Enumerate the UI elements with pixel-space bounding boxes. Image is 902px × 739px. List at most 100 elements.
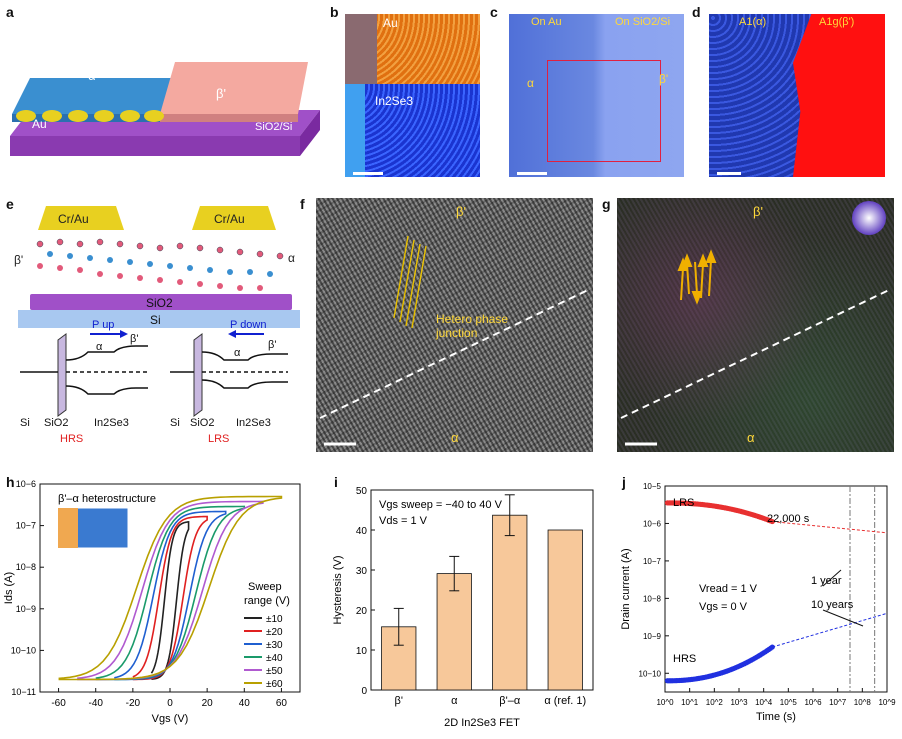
- panel-h-xtick-label: 40: [239, 698, 251, 709]
- panel-e-layer-in2se3-1: In2Se3: [94, 417, 129, 429]
- panel-a-schematic: α β' Au SiO2/Si: [10, 62, 320, 156]
- panel-i-xtick-label: β': [395, 695, 403, 707]
- panel-i-vds-note: Vds = 1 V: [379, 515, 428, 527]
- panel-h-legend-title: Sweep: [248, 581, 282, 593]
- panel-e-p-down: P down: [230, 319, 267, 331]
- panel-f-beta: β': [456, 204, 466, 219]
- panel-h-legend-label: ±40: [266, 653, 283, 664]
- panel-label-g: g: [602, 196, 611, 212]
- panel-j-xtick-label: 10^4: [755, 698, 773, 707]
- panel-a-substrate: SiO2/Si: [255, 121, 292, 133]
- panel-i-bar: [492, 514, 528, 691]
- panel-j-hrs-label: HRS: [673, 653, 696, 665]
- panel-j-ytick-label: 10−8: [643, 594, 662, 603]
- panel-label-f: f: [300, 196, 305, 212]
- panel-i-sweep-note: Vgs sweep = −40 to 40 V: [379, 499, 503, 511]
- panel-f-alpha: α: [451, 430, 459, 445]
- panel-j-vread: Vread = 1 V: [699, 583, 758, 595]
- panel-h-ytick-label: 10−8: [16, 562, 36, 572]
- panel-h-xtick-label: 60: [276, 698, 288, 709]
- panel-j-xtick-label: 10^6: [804, 698, 822, 707]
- panel-h-ytick-label: 10−11: [11, 687, 36, 697]
- panel-i-xtick-label: α: [451, 695, 458, 707]
- panel-e-lrs-alpha: α: [234, 347, 241, 359]
- panel-e-layer-si-2: Si: [170, 417, 180, 429]
- panel-j-xtick-label: 10^8: [854, 698, 872, 707]
- panel-j-extrapolation-lrs: [772, 521, 888, 534]
- panel-i-xtick-label: β'–α: [499, 695, 521, 707]
- panel-label-a: a: [6, 4, 14, 20]
- panel-e-layer-sio2-2: SiO2: [190, 417, 214, 429]
- panel-j-frame: [664, 485, 888, 693]
- panel-h-xtick-label: -40: [88, 698, 103, 709]
- panel-f-stem-image: β' Hetero phase junction α: [316, 198, 593, 452]
- panel-h-xtick-label: -60: [51, 698, 66, 709]
- panel-e-lrs-beta: β': [268, 339, 276, 351]
- panel-j-ytick-label: 10−9: [643, 632, 662, 641]
- panel-a-beta: β': [216, 86, 226, 101]
- panel-e-si: Si: [150, 313, 161, 327]
- panel-i-ytick-label: 50: [356, 486, 368, 497]
- panel-h-legend-label: ±10: [266, 614, 283, 625]
- panel-j-ten-years: 10 years: [811, 599, 854, 611]
- panel-h-xtick-label: -20: [126, 698, 141, 709]
- panel-a-alpha: α: [88, 68, 96, 83]
- panel-e-alpha: α: [288, 251, 295, 265]
- panel-e-contact-left: Cr/Au: [58, 212, 89, 226]
- panel-j-xtick-label: 10^7: [829, 698, 847, 707]
- panel-h-legend-label: ±60: [266, 679, 283, 690]
- panel-e-lrs: LRS: [208, 433, 229, 445]
- panel-h-legend-label: ±50: [266, 666, 283, 677]
- panel-j-xtick-label: 10^9: [878, 698, 896, 707]
- panel-h-ytick-label: 10−7: [16, 521, 36, 531]
- panel-c-image: On Au On SiO2/Si α β': [509, 14, 684, 177]
- panel-label-d: d: [692, 4, 701, 20]
- panel-j-xtick-label: 10^0: [656, 698, 674, 707]
- panel-h-legend-label: ±20: [266, 627, 283, 638]
- panel-i-bar: [436, 573, 472, 691]
- panel-j-chart: 10^0 10^1 10^2 10^3 10^4 10^5 10^6 10^7 10^8 10^9…: [620, 482, 896, 723]
- panel-h-legend-label: ±30: [266, 640, 283, 651]
- panel-label-c: c: [490, 4, 498, 20]
- panel-j-extrapolation-hrs: [772, 612, 888, 648]
- panel-h-chart: -60 -40 -20 0 20 40 60 10−11 10−10 10−9 10−8 10−7 10…: [3, 479, 301, 725]
- panel-label-i: i: [334, 474, 338, 490]
- panel-h-series-20: [132, 515, 208, 681]
- panel-label-b: b: [330, 4, 339, 20]
- panel-j-xtick-label: 10^2: [706, 698, 724, 707]
- panel-j-xtick-label: 10^5: [780, 698, 798, 707]
- panel-j-one-year: 1 year: [811, 575, 842, 587]
- panel-j-ytick-label: 10−6: [643, 519, 662, 528]
- panel-h-xlabel: Vgs (V): [152, 713, 189, 725]
- panel-i-ytick-label: 0: [361, 686, 367, 697]
- panel-g-beta: β': [753, 204, 763, 219]
- panel-f-junction: Hetero phase junction: [436, 312, 509, 340]
- panel-e-hrs-beta: β': [130, 333, 138, 345]
- panel-i-bar: [547, 529, 583, 691]
- panel-i-xlabel: 2D In2Se3 FET: [444, 717, 520, 729]
- panel-e-p-up: P up: [92, 319, 114, 331]
- panel-j-ylabel: Drain current (A): [620, 548, 632, 629]
- panel-e-schematic: Cr/Au Cr/Au β' α SiO2 Si P up α β' P dow…: [14, 206, 300, 445]
- panel-i-frame: [370, 489, 594, 691]
- panel-label-j: j: [622, 474, 626, 490]
- panel-i-ylabel: Hysteresis (V): [332, 555, 344, 624]
- panel-h-ytick-label: 10−10: [11, 645, 36, 655]
- panel-j-xtick-label: 10^3: [730, 698, 748, 707]
- panel-h-xtick-label: 0: [167, 698, 173, 709]
- panel-j-lrs-label: LRS: [673, 497, 694, 509]
- panel-j-ytick-label: 10−7: [643, 557, 662, 566]
- panel-j-vgs: Vgs = 0 V: [699, 601, 748, 613]
- panel-h-inset-au: [58, 508, 78, 548]
- panel-c-on-sio2: On SiO2/Si: [615, 16, 671, 28]
- panel-g-alpha: α: [747, 430, 755, 445]
- panel-e-hrs: HRS: [60, 433, 83, 445]
- panel-c-alpha: α: [527, 76, 534, 90]
- panel-e-beta: β': [14, 253, 23, 267]
- panel-j-time-note: 22,000 s: [767, 513, 810, 525]
- panel-i-ytick-label: 20: [356, 606, 368, 617]
- panel-g-polarization-map: β' α: [617, 198, 894, 452]
- panel-h-inset-title: β'–α heterostructure: [58, 493, 156, 505]
- panel-c-on-au: On Au: [531, 16, 562, 28]
- panel-j-ytick-label: 10−5: [643, 482, 662, 491]
